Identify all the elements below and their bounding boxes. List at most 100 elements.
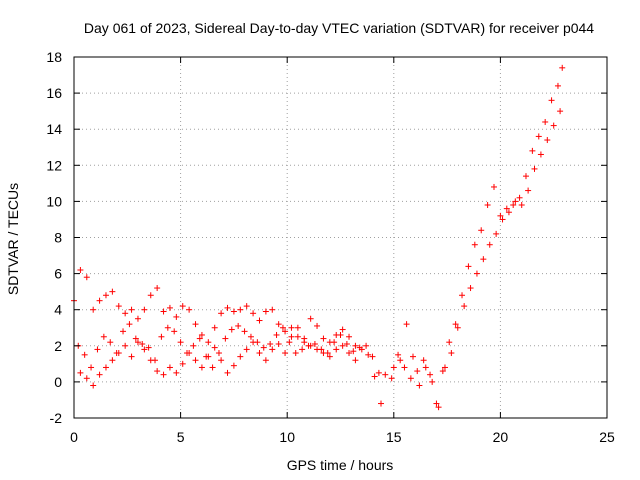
data-point-track-d <box>548 97 555 104</box>
data-point-track-b <box>273 331 280 338</box>
data-point-track-a <box>256 317 263 324</box>
data-point-track-e <box>429 378 436 385</box>
data-point-track-b <box>94 346 101 353</box>
data-point-track-e <box>416 382 423 389</box>
data-point-track-b <box>132 335 139 342</box>
data-point-track-e <box>454 324 461 331</box>
y-tick-label: 10 <box>46 193 62 209</box>
data-point-track-c <box>122 342 129 349</box>
data-point-track-a <box>109 288 116 295</box>
data-point-track-a <box>147 292 154 299</box>
data-point-track-c <box>339 342 346 349</box>
data-point-track-e <box>512 198 519 205</box>
data-point-track-b <box>292 350 299 357</box>
data-point-track-a <box>166 304 173 311</box>
data-point-track-b <box>190 342 197 349</box>
data-point-track-b <box>311 340 318 347</box>
data-point-track-d <box>471 241 478 248</box>
data-point-track-d <box>478 227 485 234</box>
y-tick-label: 8 <box>54 230 62 246</box>
x-tick-label: 5 <box>177 429 185 445</box>
data-point-track-d <box>420 357 427 364</box>
y-tick-label: 18 <box>46 49 62 65</box>
data-point-track-d <box>465 263 472 270</box>
data-point-track-a <box>83 274 90 281</box>
data-point-track-c <box>346 350 353 357</box>
data-point-track-c <box>211 344 218 351</box>
data-point-track-c <box>250 339 257 346</box>
data-point-track-c <box>173 369 180 376</box>
data-point-track-c <box>83 375 90 382</box>
data-point-track-b <box>222 335 229 342</box>
data-point-track-d <box>554 82 561 89</box>
data-point-track-c <box>333 346 340 353</box>
data-point-track-c <box>294 324 301 331</box>
data-point-track-b <box>343 340 350 347</box>
data-point-track-c <box>115 350 122 357</box>
data-point-track-c <box>90 382 97 389</box>
data-point-track-d <box>414 368 421 375</box>
data-point-track-a <box>128 306 135 313</box>
data-point-track-d <box>516 194 523 201</box>
data-point-track-d <box>407 375 414 382</box>
x-tick-label: 20 <box>493 429 509 445</box>
data-point-track-c <box>282 350 289 357</box>
data-point-track-c <box>288 333 295 340</box>
data-point-track-b <box>356 344 363 351</box>
data-point-track-e <box>403 321 410 328</box>
data-point-track-e <box>550 122 557 129</box>
data-point-track-a <box>218 310 225 317</box>
data-point-track-a <box>250 310 257 317</box>
data-point-track-e <box>486 241 493 248</box>
data-point-track-c <box>96 371 103 378</box>
data-point-track-b <box>164 324 171 331</box>
data-point-track-c <box>269 346 276 353</box>
data-point-track-d <box>559 64 566 71</box>
data-point-track-a <box>186 306 193 313</box>
data-point-track-c <box>141 346 148 353</box>
x-tick-label: 25 <box>599 429 615 445</box>
data-marks <box>71 64 566 411</box>
data-point-track-c <box>326 353 333 360</box>
data-point-track-a <box>179 303 186 310</box>
data-point-track-c <box>186 350 193 357</box>
data-point-track-d <box>382 371 389 378</box>
data-point-track-d <box>529 147 536 154</box>
data-point-track-a <box>275 321 282 328</box>
data-point-track-d <box>503 205 510 212</box>
data-point-track-d <box>427 371 434 378</box>
data-point-track-b <box>267 340 274 347</box>
data-point-track-e <box>390 364 397 371</box>
data-point-track-c <box>224 369 231 376</box>
data-point-track-e <box>493 230 500 237</box>
data-point-track-d <box>388 375 395 382</box>
y-tick-label: 4 <box>54 302 62 318</box>
data-point-track-d <box>452 321 459 328</box>
data-point-track-c <box>275 340 282 347</box>
data-point-track-a <box>320 335 327 342</box>
data-point-track-b <box>369 353 376 360</box>
data-point-track-e <box>531 165 538 172</box>
data-point-track-b <box>260 344 267 351</box>
data-point-track-b <box>120 328 127 335</box>
chart-title: Day 061 of 2023, Sidereal Day-to-day VTE… <box>84 20 594 36</box>
y-tick-label: 16 <box>46 85 62 101</box>
data-point-track-c <box>320 350 327 357</box>
data-point-track-a <box>160 308 167 315</box>
data-point-track-a <box>352 342 359 349</box>
data-point-track-b <box>81 351 88 358</box>
data-point-track-a <box>314 322 321 329</box>
data-point-track-a <box>262 308 269 315</box>
data-point-track-b <box>363 342 370 349</box>
data-point-track-c <box>109 357 116 364</box>
data-point-track-a <box>96 297 103 304</box>
data-point-track-c <box>154 368 161 375</box>
data-point-track-a <box>102 292 109 299</box>
data-point-track-d <box>535 133 542 140</box>
data-point-track-b <box>139 340 146 347</box>
data-point-track-a <box>282 328 289 335</box>
data-point-track-c <box>314 346 321 353</box>
data-point-track-a <box>269 306 276 313</box>
